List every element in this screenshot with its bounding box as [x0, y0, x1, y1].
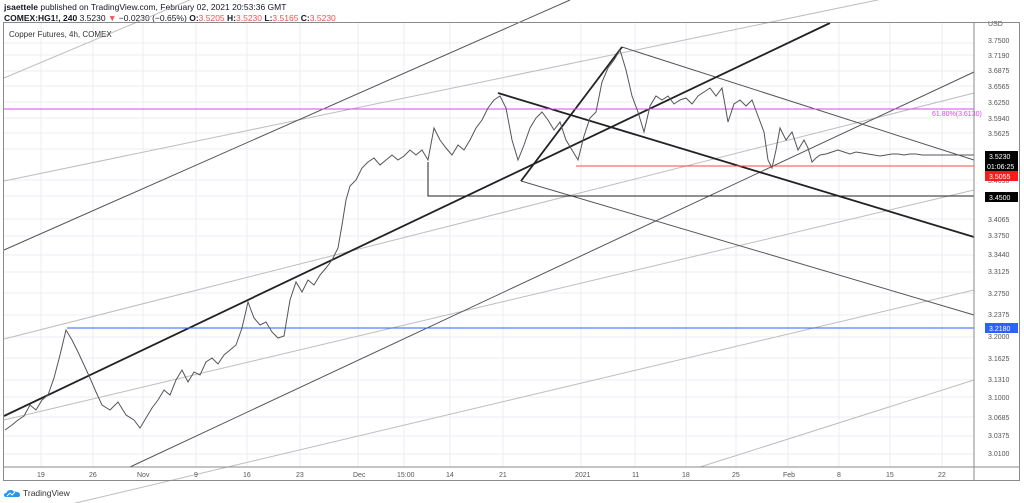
y-tick: 3.0100 — [988, 451, 1010, 458]
x-tick: 25 — [732, 472, 740, 479]
publisher-name[interactable]: jsaettele — [4, 2, 39, 12]
y-tick: 3.3750 — [988, 233, 1010, 240]
high-label: H: — [227, 13, 237, 23]
y-tick: 3.4690 — [988, 178, 1010, 185]
y-tick: 3.2000 — [988, 334, 1010, 341]
last-price: 3.5230 — [79, 13, 106, 23]
y-tick: 3.7190 — [988, 53, 1010, 60]
x-tick: 9 — [194, 472, 198, 479]
fib-label: 61.80%(3.6130) — [932, 111, 982, 118]
high-value: 3.5230 — [236, 13, 263, 23]
x-tick: 11 — [632, 472, 639, 479]
open-label: O: — [189, 13, 199, 23]
black-level-badge: 3.4500 — [989, 195, 1011, 202]
price-series — [4, 48, 974, 431]
grid — [4, 23, 974, 467]
low-label: L: — [264, 13, 273, 23]
y-tick: 3.7500 — [988, 38, 1010, 45]
currency-label: USD — [988, 21, 1003, 28]
blue-level-badge: 3.2180 — [989, 326, 1011, 333]
y-tick: 3.3125 — [988, 269, 1010, 276]
countdown-badge: 01:06:25 — [987, 164, 1014, 171]
price-badges: 3.5230 01:06:25 3.5055 3.4500 3.2180 — [985, 151, 1018, 333]
y-tick: 3.2375 — [988, 312, 1010, 319]
y-tick: 3.6250 — [988, 100, 1010, 107]
channel-lines-light — [3, 0, 975, 503]
x-axis[interactable]: 19 26 Nov 9 16 23 Dec 15:00 14 21 2021 1… — [37, 472, 946, 479]
chart-frame — [3, 22, 1020, 481]
x-tick: 8 — [837, 472, 841, 479]
brand-name: TradingView — [23, 488, 70, 498]
x-tick: 23 — [296, 472, 304, 479]
red-level-badge: 3.5055 — [989, 174, 1011, 181]
symbol: COMEX:HG1!, 240 — [4, 13, 78, 23]
y-tick: 3.6875 — [988, 68, 1010, 75]
y-tick: 3.5940 — [988, 116, 1010, 123]
x-tick: 15:00 — [397, 472, 415, 479]
y-tick: 3.5625 — [988, 131, 1010, 138]
open-value: 3.5205 — [198, 13, 225, 23]
x-tick: 22 — [938, 472, 946, 479]
x-tick: 18 — [682, 472, 690, 479]
last-price-badge: 3.5230 — [989, 154, 1011, 161]
cloud-icon — [4, 490, 20, 497]
close-value: 3.5230 — [309, 13, 336, 23]
x-tick: Dec — [353, 472, 366, 479]
x-tick: 14 — [446, 472, 454, 479]
channel-lines-dark — [3, 0, 975, 468]
y-tick: 3.6565 — [988, 84, 1010, 91]
chart-legend: Copper Futures, 4h, COMEX — [9, 30, 112, 39]
x-tick: 16 — [243, 472, 251, 479]
y-tick: 3.4065 — [988, 217, 1010, 224]
y-tick: 3.1625 — [988, 356, 1010, 363]
y-tick: 3.1310 — [988, 377, 1010, 384]
x-tick: 2021 — [575, 472, 591, 479]
y-tick: 3.1000 — [988, 395, 1010, 402]
tradingview-logo[interactable]: TradingView — [4, 488, 70, 498]
price-change: −0.0230 (−0.65%) — [118, 13, 187, 23]
black-support-line[interactable] — [427, 162, 974, 197]
y-axis[interactable]: USD 3.7500 3.7190 3.6875 3.6565 3.6250 3… — [988, 21, 1010, 458]
x-tick: Feb — [783, 472, 795, 479]
x-tick: 19 — [37, 472, 45, 479]
down-arrow-icon: ▼ — [107, 13, 117, 23]
y-tick: 3.3440 — [988, 252, 1010, 259]
publish-info: jsaettele published on TradingView.com, … — [4, 2, 286, 12]
trend-lines-bold — [3, 22, 975, 417]
x-tick: 26 — [89, 472, 97, 479]
low-value: 3.5165 — [272, 13, 299, 23]
y-tick: 3.2750 — [988, 291, 1010, 298]
y-tick: 3.0375 — [988, 433, 1010, 440]
published-text: published on TradingView.com, February 0… — [40, 2, 287, 12]
close-label: C: — [300, 13, 310, 23]
x-tick: 21 — [499, 472, 507, 479]
x-tick: Nov — [137, 472, 150, 479]
y-tick: 3.0685 — [988, 415, 1010, 422]
x-tick: 15 — [886, 472, 894, 479]
symbol-info: COMEX:HG1!, 240 3.5230 ▼ −0.0230 (−0.65%… — [4, 13, 336, 23]
